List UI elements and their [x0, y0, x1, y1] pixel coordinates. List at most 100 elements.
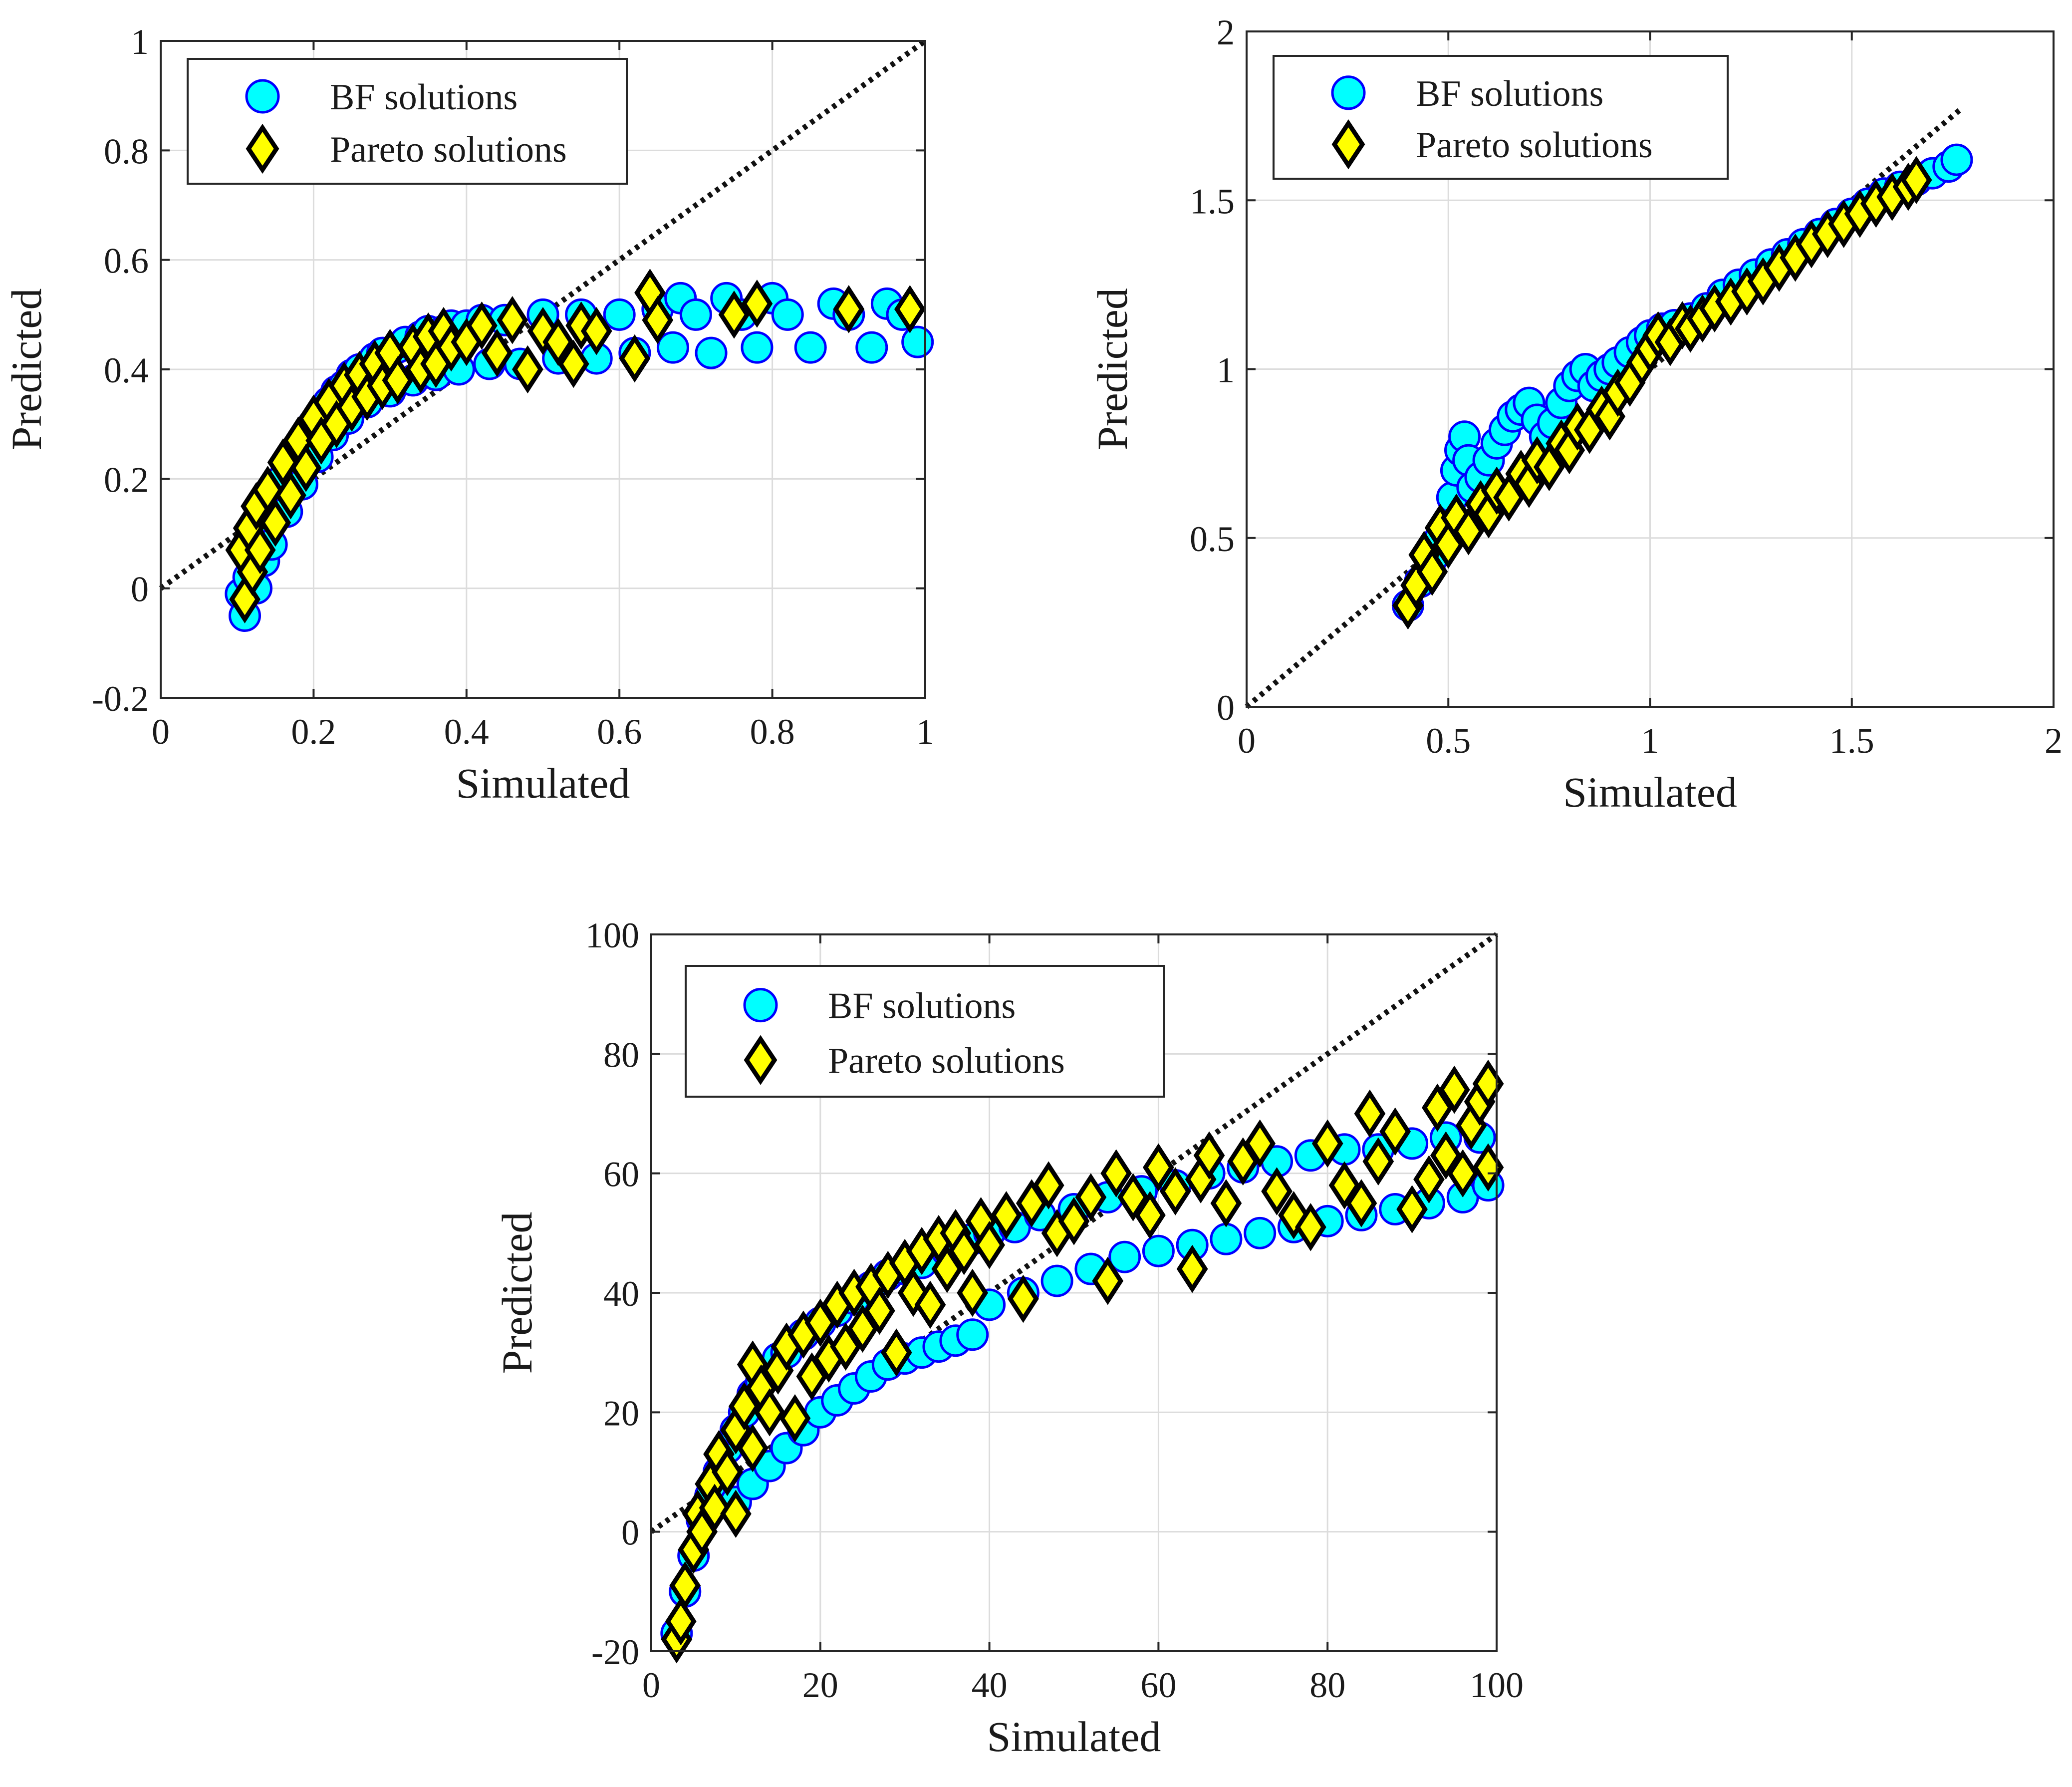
pareto-solution-point	[1058, 1197, 1090, 1245]
y-tick-label: 60	[603, 1155, 639, 1194]
pareto-solution-point	[754, 1388, 785, 1437]
pareto-solution-point	[1100, 1149, 1132, 1197]
pareto-solution-point	[290, 444, 322, 492]
bf-solution-point	[1108, 1240, 1141, 1273]
pareto-solution-point	[1143, 1143, 1174, 1191]
y-tick-label: 0.6	[104, 241, 149, 281]
y-tick-label: 0.2	[104, 460, 149, 500]
x-tick-label: 0.5	[1426, 721, 1471, 761]
x-tick-label: 1.5	[1829, 721, 1874, 761]
legend-pareto-marker	[744, 1035, 777, 1085]
pareto-solution-point	[1311, 1119, 1343, 1168]
pareto-solution-point	[1159, 1167, 1191, 1215]
x-axis-label: Simulated	[456, 759, 630, 807]
y-tick-label: 0.5	[1190, 519, 1235, 559]
pareto-solution-point	[244, 526, 276, 575]
pareto-solution-point	[1033, 1161, 1064, 1209]
legend-pareto-marker	[246, 123, 279, 174]
pareto-solution-point	[557, 339, 589, 388]
x-tick-label: 0.8	[750, 712, 795, 752]
data-marks	[225, 269, 934, 632]
pareto-solution-point	[779, 1394, 811, 1443]
x-tick-label: 0	[1238, 721, 1256, 761]
pareto-solution-point	[741, 280, 773, 328]
pareto-solution-point	[1438, 1065, 1470, 1114]
x-tick-label: 0.6	[597, 712, 642, 752]
x-tick-label: 20	[802, 1665, 838, 1705]
y-tick-label: 0	[621, 1513, 639, 1553]
y-tick-label: -0.2	[92, 679, 149, 719]
pareto-solution-point	[720, 1489, 752, 1538]
pareto-solution-point	[864, 1286, 895, 1335]
bf-solution-point	[901, 325, 934, 358]
pareto-solution-point	[1295, 1203, 1326, 1251]
legend-pareto-label: Pareto solutions	[828, 1041, 1065, 1082]
y-tick-label: 0	[131, 570, 149, 609]
pareto-solution-point	[699, 1484, 731, 1532]
bf-solution-point	[695, 336, 728, 369]
pareto-solution-point	[1362, 1137, 1394, 1186]
pareto-solution-point	[259, 498, 291, 547]
pareto-solution-point	[974, 1221, 1005, 1269]
x-axis-label: Simulated	[1563, 768, 1737, 816]
data-marks	[1391, 143, 1973, 630]
bf-solution-point	[1040, 1264, 1073, 1297]
y-tick-label: 1	[131, 22, 149, 62]
y-tick-label: 1	[1217, 350, 1235, 390]
pareto-solution-point	[275, 471, 306, 520]
pareto-solution-point	[542, 317, 574, 366]
pareto-solution-point	[1007, 1274, 1039, 1323]
y-tick-label: -20	[591, 1632, 639, 1672]
data-marks	[660, 1059, 1505, 1664]
pareto-solution-point	[1075, 1173, 1107, 1221]
bf-solution-point	[656, 331, 689, 364]
y-tick-label: 40	[603, 1274, 639, 1314]
y-axis-label: Predicted	[2, 289, 50, 451]
legend-bf-label: BF solutions	[1416, 73, 1603, 114]
pareto-solution-point	[1447, 1149, 1479, 1197]
legend-bf-marker	[1331, 75, 1366, 110]
pareto-solution-point	[948, 1226, 980, 1275]
pareto-solution-point	[1413, 1155, 1445, 1203]
x-tick-label: 40	[972, 1665, 1008, 1705]
legend-bf-label: BF solutions	[330, 77, 518, 118]
x-tick-label: 80	[1309, 1665, 1345, 1705]
pareto-solution-point	[466, 301, 498, 350]
y-tick-label: 100	[585, 915, 639, 955]
pareto-solution-point	[481, 328, 513, 377]
pareto-solution-point	[1416, 548, 1448, 596]
pareto-solution-point	[957, 1268, 989, 1317]
pareto-solution-point	[880, 1328, 912, 1377]
pareto-solution-point	[991, 1191, 1022, 1239]
bf-solution-point	[1210, 1222, 1243, 1255]
bf-solution-point	[1940, 143, 1973, 176]
x-tick-label: 2	[2045, 721, 2063, 761]
bf-solution-point	[741, 331, 774, 364]
legend: BF solutions Pareto solutions	[187, 58, 628, 185]
x-axis-label: Simulated	[987, 1713, 1161, 1761]
bf-solution-point	[679, 298, 712, 331]
bf-solution-point	[771, 298, 804, 331]
x-tick-label: 0	[152, 712, 170, 752]
pareto-solution-point	[1193, 1131, 1225, 1180]
y-tick-label: 2	[1217, 12, 1235, 52]
y-tick-label: 1.5	[1190, 181, 1235, 221]
x-tick-label: 0.2	[291, 712, 336, 752]
pareto-solution-point	[512, 345, 543, 394]
pareto-solution-point	[1354, 1089, 1386, 1138]
chart-panel-top-left: 0 0.2 0.4 0.6 0.8 1-0.200.20.40.60.81 Simulat…	[2, 22, 934, 807]
pareto-solution-point	[382, 356, 414, 405]
legend-bf-marker	[743, 988, 778, 1023]
bf-solution-point	[1142, 1234, 1175, 1267]
legend: BF solutions Pareto solutions	[685, 965, 1165, 1098]
pareto-solution-point	[1379, 1107, 1411, 1156]
pareto-solution-point	[1176, 1244, 1208, 1293]
pareto-solution-point	[580, 306, 612, 355]
pareto-solution-point	[669, 1561, 701, 1610]
pareto-solution-point	[718, 291, 750, 339]
bf-solution-point	[603, 298, 636, 331]
pareto-solution-point	[619, 334, 651, 383]
